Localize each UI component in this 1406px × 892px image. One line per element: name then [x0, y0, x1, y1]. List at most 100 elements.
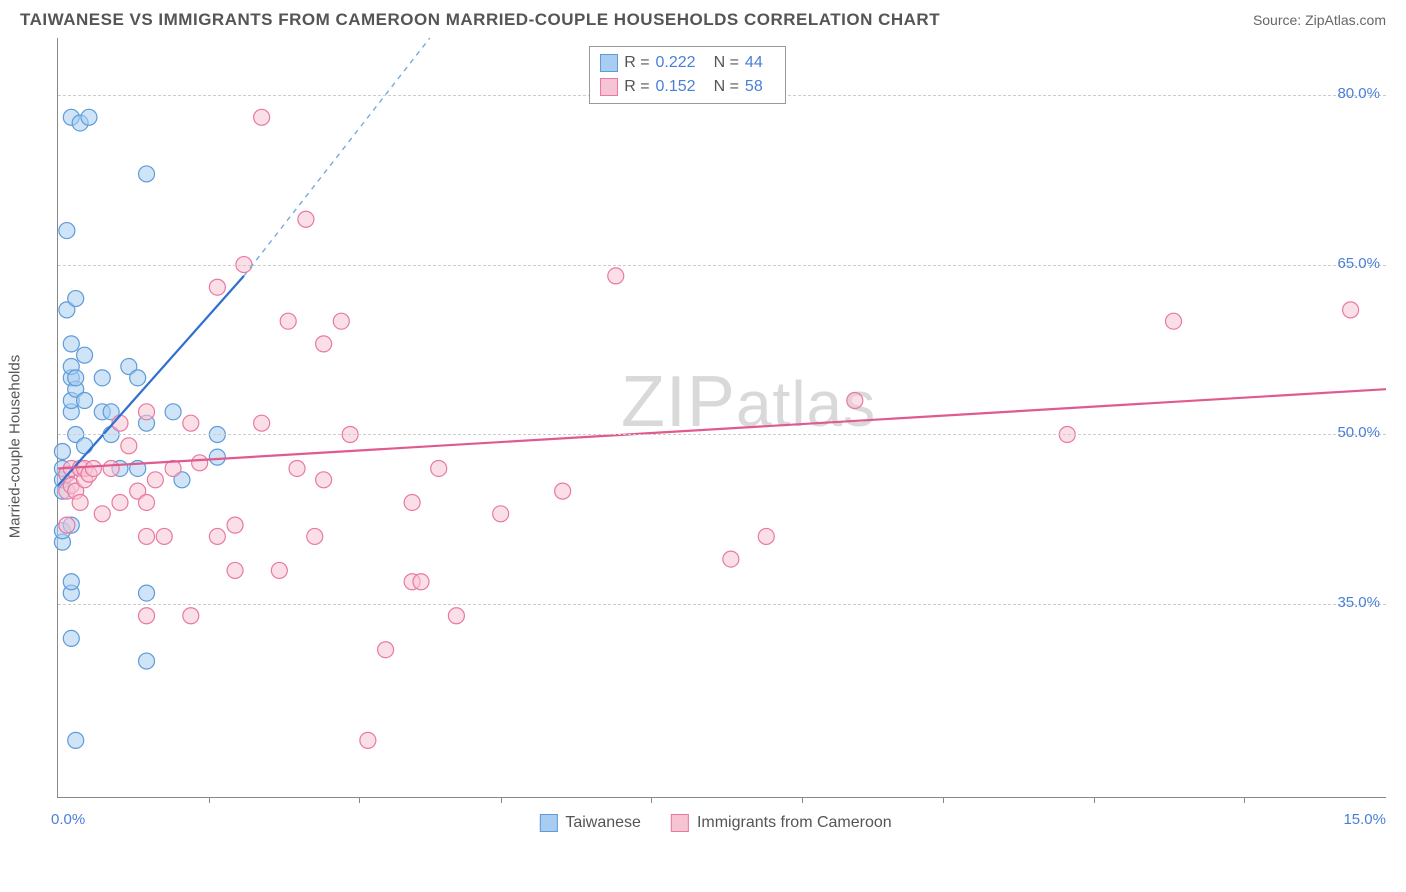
data-point: [121, 438, 137, 454]
stat-n-label: N =: [714, 51, 739, 75]
trend-line-dashed: [244, 38, 430, 276]
stat-n-label: N =: [714, 75, 739, 99]
data-point: [404, 494, 420, 510]
data-point: [183, 415, 199, 431]
data-point: [147, 472, 163, 488]
x-tick: [651, 797, 652, 803]
data-point: [63, 630, 79, 646]
stat-r-value: 0.222: [656, 51, 696, 75]
data-point: [77, 438, 93, 454]
data-point: [139, 585, 155, 601]
data-point: [608, 268, 624, 284]
y-tick-label: 50.0%: [1337, 424, 1380, 441]
data-point: [298, 211, 314, 227]
legend-swatch-icon: [671, 814, 689, 832]
stat-r-label: R =: [624, 75, 649, 99]
data-point: [77, 347, 93, 363]
stats-row: R = 0.152 N =58: [600, 75, 775, 99]
data-point: [103, 460, 119, 476]
data-point: [139, 653, 155, 669]
data-point: [254, 415, 270, 431]
data-point: [68, 370, 84, 386]
data-point: [59, 223, 75, 239]
data-point: [316, 472, 332, 488]
stat-r-label: R =: [624, 51, 649, 75]
stats-box: R = 0.222 N =44 R = 0.152 N =58: [589, 46, 786, 104]
data-point: [413, 574, 429, 590]
data-point: [94, 370, 110, 386]
x-tick: [1094, 797, 1095, 803]
gridline: [58, 265, 1386, 266]
data-point: [81, 109, 97, 125]
data-point: [254, 109, 270, 125]
legend-label: Immigrants from Cameroon: [697, 814, 892, 832]
x-tick: [943, 797, 944, 803]
data-point: [68, 732, 84, 748]
x-tick: [501, 797, 502, 803]
x-tick: [209, 797, 210, 803]
data-point: [68, 291, 84, 307]
y-tick-label: 65.0%: [1337, 255, 1380, 272]
data-point: [847, 393, 863, 409]
data-point: [139, 608, 155, 624]
data-point: [192, 455, 208, 471]
data-point: [112, 494, 128, 510]
chart-title: TAIWANESE VS IMMIGRANTS FROM CAMEROON MA…: [20, 10, 940, 30]
data-point: [333, 313, 349, 329]
data-point: [77, 393, 93, 409]
plot-svg: [58, 38, 1386, 797]
data-point: [85, 460, 101, 476]
x-tick: [1244, 797, 1245, 803]
stat-n-value: 44: [745, 51, 763, 75]
data-point: [307, 528, 323, 544]
stat-n-value: 58: [745, 75, 763, 99]
x-axis-min-label: 0.0%: [51, 811, 85, 828]
data-point: [63, 336, 79, 352]
stats-row: R = 0.222 N =44: [600, 51, 775, 75]
data-point: [209, 449, 225, 465]
gridline: [58, 604, 1386, 605]
data-point: [493, 506, 509, 522]
legend-swatch-icon: [539, 814, 557, 832]
data-point: [723, 551, 739, 567]
x-tick: [802, 797, 803, 803]
series-legend: Taiwanese Immigrants from Cameroon: [539, 814, 891, 832]
data-point: [165, 404, 181, 420]
x-tick: [359, 797, 360, 803]
data-point: [156, 528, 172, 544]
data-point: [378, 642, 394, 658]
data-point: [54, 443, 70, 459]
chart-source: Source: ZipAtlas.com: [1253, 12, 1386, 28]
data-point: [758, 528, 774, 544]
y-axis-label: Married-couple Households: [7, 355, 24, 538]
data-point: [130, 370, 146, 386]
data-point: [271, 562, 287, 578]
data-point: [316, 336, 332, 352]
stats-swatch-icon: [600, 78, 618, 96]
data-point: [94, 506, 110, 522]
data-point: [280, 313, 296, 329]
data-point: [431, 460, 447, 476]
x-axis-max-label: 15.0%: [1343, 811, 1386, 828]
data-point: [139, 494, 155, 510]
legend-item-taiwanese: Taiwanese: [539, 814, 641, 832]
y-tick-label: 80.0%: [1337, 85, 1380, 102]
data-point: [139, 166, 155, 182]
data-point: [72, 494, 88, 510]
data-point: [183, 608, 199, 624]
chart-area: Married-couple Households ZIPatlas 35.0%…: [45, 38, 1386, 838]
data-point: [227, 562, 243, 578]
legend-item-cameroon: Immigrants from Cameroon: [671, 814, 892, 832]
data-point: [360, 732, 376, 748]
legend-label: Taiwanese: [565, 814, 641, 832]
data-point: [227, 517, 243, 533]
stats-swatch-icon: [600, 54, 618, 72]
stat-r-value: 0.152: [656, 75, 696, 99]
y-tick-label: 35.0%: [1337, 594, 1380, 611]
data-point: [209, 528, 225, 544]
data-point: [1166, 313, 1182, 329]
data-point: [63, 574, 79, 590]
data-point: [555, 483, 571, 499]
scatter-plot: ZIPatlas 35.0%50.0%65.0%80.0%R =0.222N =…: [57, 38, 1386, 798]
data-point: [59, 517, 75, 533]
